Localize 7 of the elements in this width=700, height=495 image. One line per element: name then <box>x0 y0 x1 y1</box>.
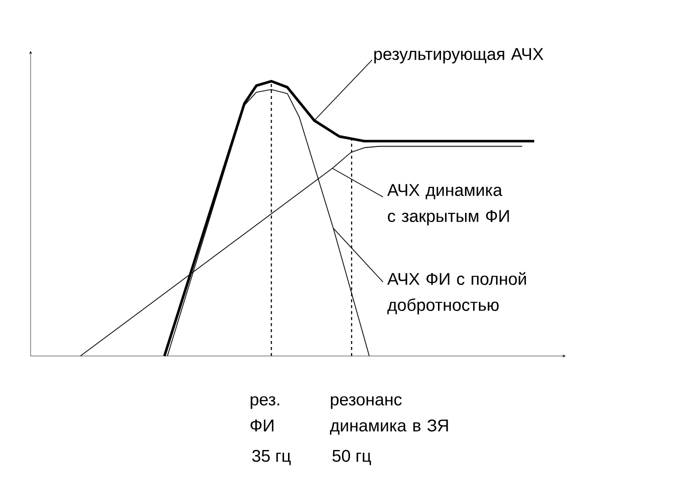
annotation: АЧХ динамика с закрытым ФИ <box>387 184 509 226</box>
x-tick-label: 35 гц <box>252 450 291 466</box>
ref-line-label: резонанс динамика в ЗЯ <box>330 396 448 435</box>
ref-line-label: рез. ФИ <box>250 396 280 432</box>
x-tick-label: 50 гц <box>332 450 371 466</box>
annotation: результирующая АЧХ <box>374 48 544 64</box>
annotation: АЧХ ФИ с полной добротностью <box>387 272 526 314</box>
